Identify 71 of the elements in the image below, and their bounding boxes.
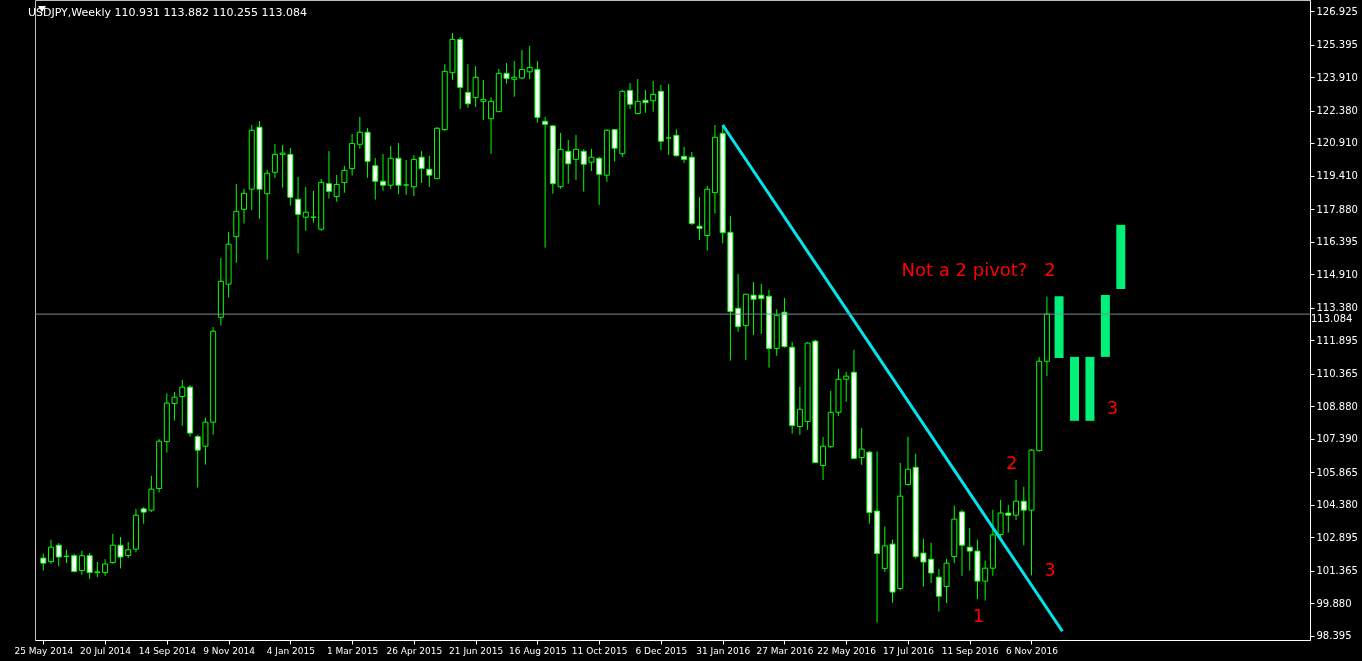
x-tick-label: 31 Jan 2016 — [696, 645, 751, 656]
bar — [1070, 356, 1079, 421]
y-tick-label: 99.880 — [1316, 597, 1352, 609]
bar — [1085, 356, 1095, 421]
annotation: Not a 2 pivot? — [901, 258, 1028, 280]
candlestick — [820, 436, 827, 481]
y-tick-label: 108.880 — [1316, 400, 1358, 412]
annotation: 1 — [972, 604, 985, 626]
y-tick-label: 102.895 — [1316, 531, 1358, 543]
candlestick — [379, 153, 386, 192]
annotation: 2 — [1044, 258, 1056, 280]
x-tick-label: 9 Nov 2014 — [203, 645, 256, 656]
candlestick — [403, 159, 410, 196]
candlestick — [341, 165, 348, 194]
bar — [1116, 224, 1126, 290]
y-tick-label: 114.910 — [1316, 268, 1358, 280]
bar — [1054, 296, 1064, 358]
candlestick — [1013, 479, 1020, 521]
candlestick — [665, 83, 672, 156]
x-tick-label: 26 Apr 2015 — [386, 645, 443, 656]
candlestick — [673, 128, 680, 158]
y-tick-label: 104.380 — [1316, 499, 1358, 511]
y-tick-label: 110.365 — [1316, 368, 1358, 380]
x-tick-label: 20 Jul 2014 — [80, 645, 132, 656]
candlestick — [542, 116, 549, 249]
y-tick-label: 123.910 — [1316, 71, 1358, 83]
bar — [1100, 294, 1110, 357]
annotation: 2 — [1005, 452, 1018, 473]
candlestick — [904, 436, 911, 487]
y-tick-label: 105.865 — [1316, 466, 1358, 478]
candlestick — [518, 49, 525, 80]
y-tick-label: 119.410 — [1316, 170, 1358, 182]
candlestick — [333, 174, 340, 203]
x-tick-label: 14 Sep 2014 — [138, 645, 197, 656]
x-tick-label: 17 Jul 2016 — [883, 645, 935, 656]
x-tick-label: 11 Sep 2016 — [941, 645, 1000, 656]
y-tick-label: 117.880 — [1316, 203, 1358, 215]
x-tick-label: 22 May 2016 — [817, 645, 877, 656]
y-tick-label: 101.365 — [1316, 565, 1358, 577]
candlestick — [48, 539, 55, 565]
candlestick — [681, 146, 688, 164]
candlestick — [295, 176, 302, 255]
x-tick-label: 11 Oct 2015 — [571, 645, 628, 656]
x-tick-label: 4 Jan 2015 — [266, 645, 315, 656]
candlestick — [372, 157, 379, 201]
y-tick-label: 120.910 — [1316, 137, 1358, 149]
candlestick — [426, 155, 433, 188]
y-tick-label: 126.925 — [1316, 5, 1358, 17]
ref-line-label: 113.084 — [1311, 313, 1353, 325]
x-tick-label: 6 Dec 2015 — [635, 645, 688, 656]
x-tick-label: 27 Mar 2016 — [756, 645, 814, 656]
annotation: 3 — [1044, 558, 1056, 580]
candlestick — [179, 379, 186, 427]
candlestick — [573, 134, 579, 181]
y-tick-label: 122.380 — [1316, 105, 1358, 117]
y-tick-label: 116.395 — [1316, 236, 1358, 248]
y-tick-label: 98.395 — [1316, 630, 1352, 642]
x-tick-label: 6 Nov 2016 — [1006, 645, 1059, 656]
candlestick — [241, 188, 248, 225]
x-tick-label: 1 Mar 2015 — [326, 645, 379, 656]
x-tick-label: 16 Aug 2015 — [509, 645, 567, 656]
y-tick-label: 125.395 — [1316, 39, 1358, 51]
y-tick-label: 111.895 — [1316, 334, 1358, 346]
x-tick-label: 25 May 2014 — [14, 645, 74, 656]
candlestick — [302, 186, 309, 232]
y-tick-label: 107.390 — [1316, 433, 1358, 445]
y-tick-label: 113.380 — [1316, 302, 1358, 314]
candlestick — [627, 82, 634, 110]
candlestick — [325, 150, 332, 200]
annotation: 3 — [1106, 396, 1119, 418]
x-tick-label: 21 Jun 2015 — [449, 645, 504, 656]
